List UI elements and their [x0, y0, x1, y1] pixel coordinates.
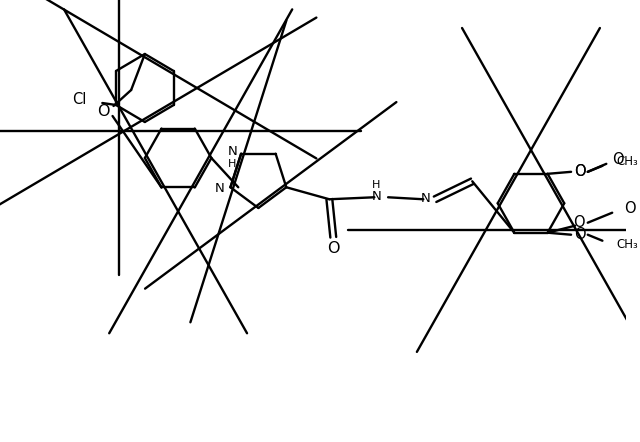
Text: CH₃: CH₃	[616, 155, 638, 168]
Text: O: O	[97, 104, 110, 119]
Text: H: H	[228, 159, 237, 169]
Text: O: O	[624, 201, 636, 216]
Text: O: O	[574, 164, 586, 179]
Text: O: O	[573, 215, 585, 230]
Text: N: N	[215, 182, 225, 195]
Text: O: O	[612, 152, 624, 168]
Text: N: N	[420, 192, 430, 205]
Text: H: H	[372, 180, 381, 190]
Text: Cl: Cl	[72, 92, 86, 107]
Text: O: O	[574, 164, 586, 179]
Text: N: N	[371, 190, 381, 203]
Text: O: O	[574, 227, 586, 242]
Text: N: N	[227, 145, 237, 158]
Text: O: O	[327, 241, 340, 256]
Text: CH₃: CH₃	[616, 238, 638, 251]
